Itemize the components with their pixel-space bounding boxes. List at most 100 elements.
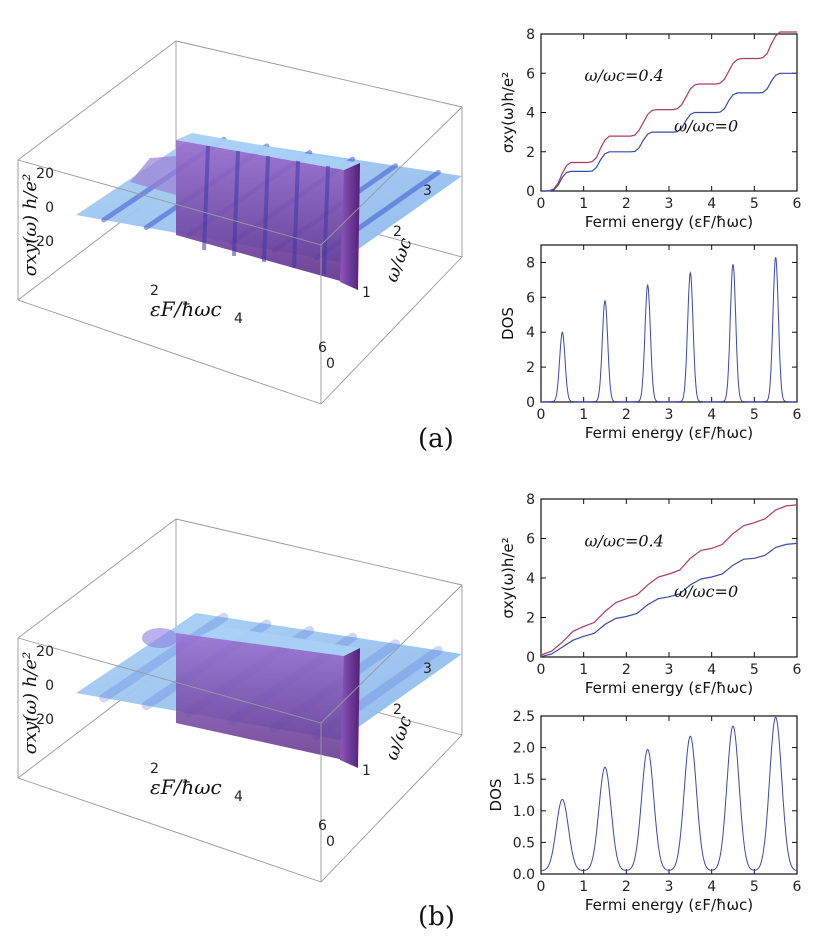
plot-frame <box>540 244 798 403</box>
x-tick-label: 0 <box>537 407 546 423</box>
x-tick-label: 4 <box>707 879 716 895</box>
x-axis-label: Fermi energy (εF/ħωc) <box>585 896 753 914</box>
x-tick-label: 2 <box>150 761 159 777</box>
y-tick-label: 6 <box>526 290 535 306</box>
y-tick-label: 1 <box>362 763 371 779</box>
box-edge <box>175 40 463 108</box>
x-axis-label: εF/ħωc <box>150 775 222 799</box>
z-axis-label: σxy(ω) h/e² <box>20 174 41 277</box>
y-tick-label: 0.0 <box>513 867 535 883</box>
y-tick-label: 4 <box>526 106 535 122</box>
box-edge <box>17 637 322 724</box>
y-tick-label: 2 <box>393 224 402 240</box>
box-edge <box>320 734 463 883</box>
box-edge <box>17 40 177 161</box>
y-tick-label: 0 <box>526 184 535 200</box>
panel-b-label: (b) <box>418 902 455 932</box>
y-tick-label: 2 <box>526 360 535 376</box>
series-line <box>540 542 798 658</box>
x-tick-label: 5 <box>750 407 759 423</box>
y-tick-label: 2 <box>526 611 535 627</box>
ridge-wall <box>340 648 360 768</box>
panel-b-hall-chart: 0 1 2 3 4 5 6 0 2 4 6 8 Fermi energy (εF/ħωc) σxy(ω)h… <box>499 492 802 697</box>
panel-a-label: (a) <box>418 424 454 454</box>
y-tick-label: 6 <box>526 532 535 548</box>
x-axis-label: Fermi energy (εF/ħωc) <box>585 679 753 697</box>
y-tick-label: 3 <box>423 183 432 199</box>
x-tick-label: 6 <box>793 407 802 423</box>
y-tick-label: 1 <box>362 285 371 301</box>
series-line <box>540 504 798 656</box>
box-edge <box>17 518 177 639</box>
z-tick-label: 0 <box>45 200 54 216</box>
x-tick-label: 6 <box>793 662 802 678</box>
y-tick-label: 2 <box>393 702 402 718</box>
x-tick-label: 2 <box>150 283 159 299</box>
y-tick-label: 1.5 <box>513 772 535 788</box>
ridge-wall <box>340 163 360 290</box>
x-tick-label: 4 <box>234 311 243 327</box>
y-axis-label: DOS <box>499 307 517 340</box>
y-axis-label: DOS <box>487 779 505 812</box>
x-tick-label: 5 <box>750 879 759 895</box>
ridge-top <box>176 626 360 656</box>
x-tick-label: 2 <box>622 662 631 678</box>
annotation-label: ω/ωc=0.4 <box>585 531 664 550</box>
z-axis-label: σxy(ω) h/e² <box>20 652 41 755</box>
x-tick-label: 2 <box>622 407 631 423</box>
z-tick-label: −20 <box>24 712 54 728</box>
y-tick-label: 0 <box>526 395 535 411</box>
x-tick-label: 1 <box>579 407 588 423</box>
z-tick-label: −20 <box>24 234 54 250</box>
dos-line <box>541 257 797 403</box>
x-tick-label: 1 <box>579 879 588 895</box>
ridge-trough <box>232 150 240 257</box>
ridge-top <box>176 133 360 170</box>
x-tick-label: 0 <box>537 879 546 895</box>
plot-frame <box>540 715 798 875</box>
conductivity-ridge <box>176 633 344 760</box>
z-tick-label: 20 <box>36 644 54 660</box>
x-tick-label: 4 <box>707 196 716 212</box>
ridge-trough <box>202 145 210 251</box>
annotation-label: ω/ωc=0 <box>674 582 738 601</box>
y-tick-label: 0 <box>326 834 335 850</box>
y-tick-label: 1.0 <box>513 804 535 820</box>
ridge-trough <box>292 160 300 269</box>
x-tick-label: 1 <box>579 196 588 212</box>
ridge-step <box>130 156 176 195</box>
y-tick-label: 2 <box>526 145 535 161</box>
x-tick-label: 6 <box>318 340 327 356</box>
y-tick-label: 8 <box>526 492 535 508</box>
ridge-trough <box>262 155 270 263</box>
y-tick-label: 0 <box>526 650 535 666</box>
x-tick-label: 3 <box>665 879 674 895</box>
y-axis-label: ω/ωc <box>381 235 416 285</box>
y-axis-label: σxy(ω)h/e² <box>499 537 517 618</box>
x-tick-label: 6 <box>793 196 802 212</box>
panel-a-hall-chart: 0 1 2 3 4 5 6 0 2 4 6 8 Fermi energy (εF/ħωc) σxy(ω)h… <box>499 27 802 231</box>
y-tick-label: 0.5 <box>513 835 535 851</box>
x-tick-label: 2 <box>622 879 631 895</box>
box-edge <box>17 777 322 883</box>
x-tick-label: 0 <box>537 662 546 678</box>
x-tick-label: 3 <box>665 407 674 423</box>
panel-b-dos-chart: 0 1 2 3 4 5 6 0.0 0.5 1.0 1.5 2.0 2.5 Fermi energy (ε… <box>487 709 802 914</box>
y-tick-label: 2.5 <box>513 709 535 725</box>
x-tick-label: 5 <box>750 196 759 212</box>
box-edge <box>17 159 322 246</box>
box-edge <box>320 584 463 724</box>
panel-a-dos-chart: 0 1 2 3 4 5 6 0 2 4 6 8 Fermi energy (εF/ħωc) DOS <box>499 244 802 442</box>
x-tick-label: 4 <box>707 662 716 678</box>
x-tick-label: 3 <box>665 662 674 678</box>
ridge-bump <box>142 628 178 648</box>
x-tick-label: 1 <box>579 662 588 678</box>
plot-frame <box>540 498 798 658</box>
box-edge <box>175 518 463 586</box>
y-tick-label: 4 <box>526 325 535 341</box>
series-line <box>541 31 797 192</box>
y-tick-label: 6 <box>526 66 535 82</box>
annotation-label: ω/ωc=0.4 <box>585 66 664 85</box>
